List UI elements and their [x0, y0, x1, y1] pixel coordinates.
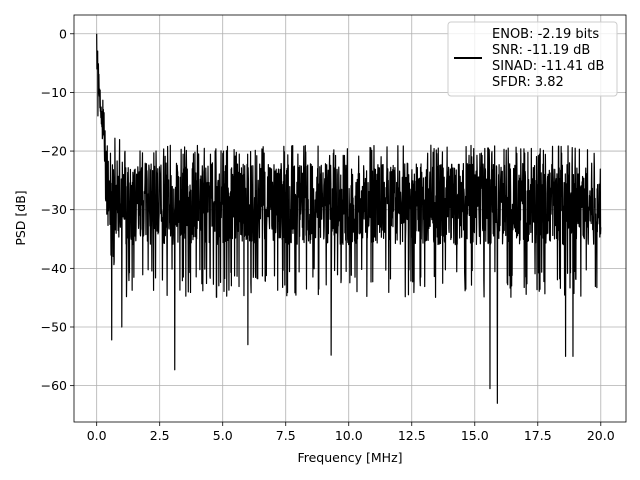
y-tick-label: −60 — [41, 378, 67, 393]
x-tick-label: 5.0 — [213, 428, 233, 443]
y-tick-label: −50 — [41, 319, 67, 334]
series-layer — [96, 33, 602, 404]
x-axis: 0.0 2.5 5.0 7.5 10.0 12.5 15.0 17.5 20.0 — [87, 422, 615, 443]
legend-line-snr: SNR: -11.19 dB — [492, 43, 590, 58]
psd-series-line — [96, 33, 602, 404]
legend-line-sinad: SINAD: -11.41 dB — [492, 59, 604, 74]
x-tick-label: 12.5 — [398, 428, 426, 443]
x-tick-label: 2.5 — [150, 428, 170, 443]
x-axis-label: Frequency [MHz] — [297, 450, 402, 465]
axes-frame — [73, 14, 627, 423]
y-tick-label: −40 — [41, 261, 67, 276]
y-tick-label: −20 — [41, 144, 67, 159]
x-tick-label: 20.0 — [587, 428, 615, 443]
x-tick-label: 0.0 — [87, 428, 107, 443]
y-tick-label: −30 — [41, 202, 67, 217]
y-axis-label: PSD [dB] — [13, 190, 28, 245]
x-tick-label: 17.5 — [524, 428, 552, 443]
legend-line-sfdr: SFDR: 3.82 — [492, 75, 564, 90]
x-tick-label: 7.5 — [276, 428, 296, 443]
legend: ENOB: -2.19 bits SNR: -11.19 dB SINAD: -… — [447, 21, 618, 97]
y-tick-label: −10 — [41, 85, 67, 100]
y-axis: 0 −10 −20 −30 −40 −50 −60 — [41, 26, 74, 393]
y-tick-label: 0 — [59, 26, 67, 41]
x-tick-label: 15.0 — [461, 428, 489, 443]
x-tick-label: 10.0 — [335, 428, 363, 443]
legend-line-enob: ENOB: -2.19 bits — [492, 27, 599, 42]
legend-box — [447, 21, 618, 97]
